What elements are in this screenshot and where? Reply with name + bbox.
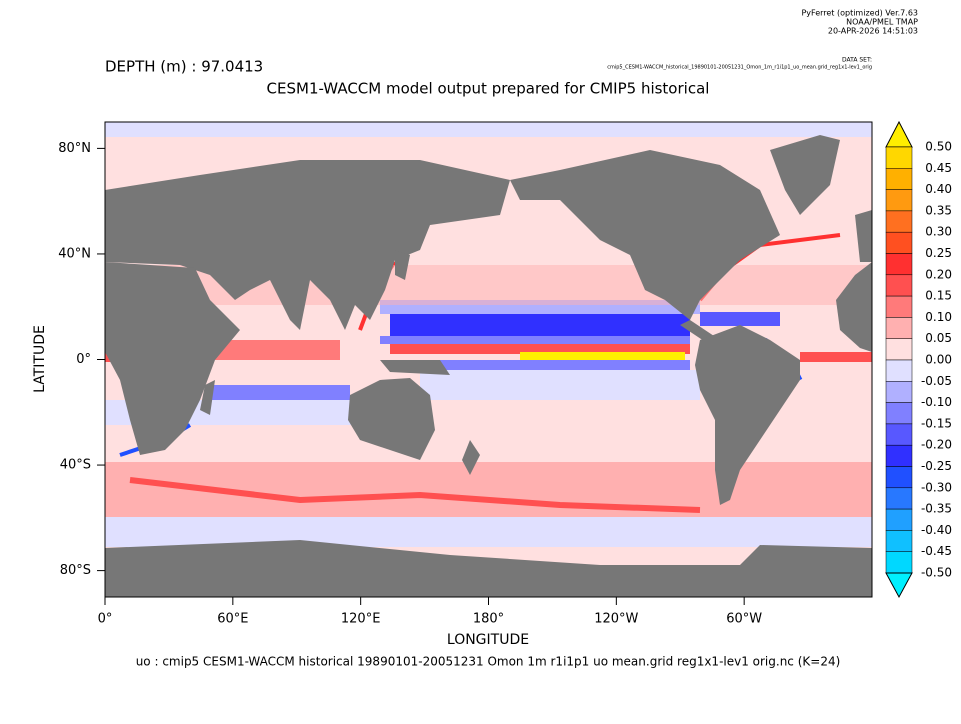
colorbar-label: -0.15 bbox=[921, 416, 952, 430]
colorbar-box bbox=[885, 402, 913, 425]
colorbar-box bbox=[885, 317, 913, 339]
colorbar-box bbox=[885, 295, 913, 318]
colorbar-box bbox=[885, 253, 913, 276]
software: PyFerret (optimized) Ver.7.63 bbox=[801, 9, 918, 18]
colorbar-box bbox=[885, 487, 913, 510]
colorbar-label: -0.25 bbox=[921, 459, 952, 473]
caption: uo : cmip5 CESM1-WACCM historical 198901… bbox=[136, 655, 841, 669]
y-tick-label: 80°N bbox=[58, 141, 91, 156]
colorbar-label: 0.00 bbox=[925, 353, 952, 367]
colorbar-label: 0.10 bbox=[925, 310, 952, 324]
x-tick-label: 120°E bbox=[341, 612, 381, 627]
colorbar-label: 0.05 bbox=[925, 331, 952, 345]
colorbar-box bbox=[885, 423, 913, 446]
colorbar-box bbox=[885, 444, 913, 467]
x-axis-label: LONGITUDE bbox=[447, 632, 529, 648]
dataset-label: DATA SET: bbox=[842, 57, 872, 64]
timestamp: 20-APR-2026 14:51:03 bbox=[828, 27, 918, 36]
colorbar-label: -0.45 bbox=[921, 544, 952, 558]
colorbar-label: -0.05 bbox=[921, 374, 952, 388]
y-axis-label: LATITUDE bbox=[32, 325, 48, 393]
subtitle: DEPTH (m) : 97.0413 bbox=[105, 58, 263, 76]
colorbar-label: 0.30 bbox=[925, 225, 952, 239]
colorbar-box bbox=[885, 530, 913, 552]
x-tick-label: 60°E bbox=[217, 612, 248, 627]
colorbar-label: 0.45 bbox=[925, 161, 952, 175]
map-field bbox=[105, 122, 872, 597]
colorbar-label: 0.25 bbox=[925, 246, 952, 260]
colorbar-box bbox=[885, 189, 913, 212]
colorbar-box bbox=[885, 274, 913, 297]
colorbar-box bbox=[885, 508, 913, 531]
colorbar-box bbox=[885, 168, 913, 190]
colorbar-box bbox=[885, 551, 913, 574]
x-tick-label: 120°W bbox=[594, 612, 638, 627]
colorbar-box bbox=[885, 210, 913, 233]
x-tick-label: 180° bbox=[473, 612, 504, 627]
colorbar-box bbox=[885, 359, 913, 382]
y-tick-label: 40°S bbox=[60, 458, 91, 473]
colorbar-label: 0.50 bbox=[925, 140, 952, 154]
colorbar-label: -0.35 bbox=[921, 502, 952, 516]
y-tick-label: 40°N bbox=[58, 246, 91, 261]
colorbar-box bbox=[885, 381, 913, 403]
colorbar-label: 0.35 bbox=[925, 203, 952, 217]
dataset: cmip5_CESM1-WACCM_historical_19890101-20… bbox=[607, 65, 872, 71]
chart-title: CESM1-WACCM model output prepared for CM… bbox=[267, 80, 710, 98]
colorbar-box bbox=[885, 466, 913, 489]
colorbar-label: -0.20 bbox=[921, 438, 952, 452]
x-tick-label: 0° bbox=[98, 612, 113, 627]
y-tick-label: 0° bbox=[76, 352, 91, 367]
x-tick-label: 60°W bbox=[726, 612, 762, 627]
y-tick-label: 80°S bbox=[60, 563, 91, 578]
colorbar-label: -0.50 bbox=[921, 566, 952, 580]
colorbar-box bbox=[885, 146, 913, 169]
org: NOAA/PMEL TMAP bbox=[846, 18, 918, 27]
colorbar-box bbox=[885, 231, 913, 254]
colorbar-label: -0.30 bbox=[921, 480, 952, 494]
colorbar-label: 0.20 bbox=[925, 267, 952, 281]
colorbar-box bbox=[885, 338, 913, 361]
colorbar-bottom-triangle bbox=[885, 572, 913, 599]
colorbar-label: -0.10 bbox=[921, 395, 952, 409]
colorbar-top-triangle bbox=[885, 120, 913, 148]
colorbar-label: 0.40 bbox=[925, 182, 952, 196]
colorbar-label: -0.40 bbox=[921, 523, 952, 537]
colorbar-label: 0.15 bbox=[925, 289, 952, 303]
